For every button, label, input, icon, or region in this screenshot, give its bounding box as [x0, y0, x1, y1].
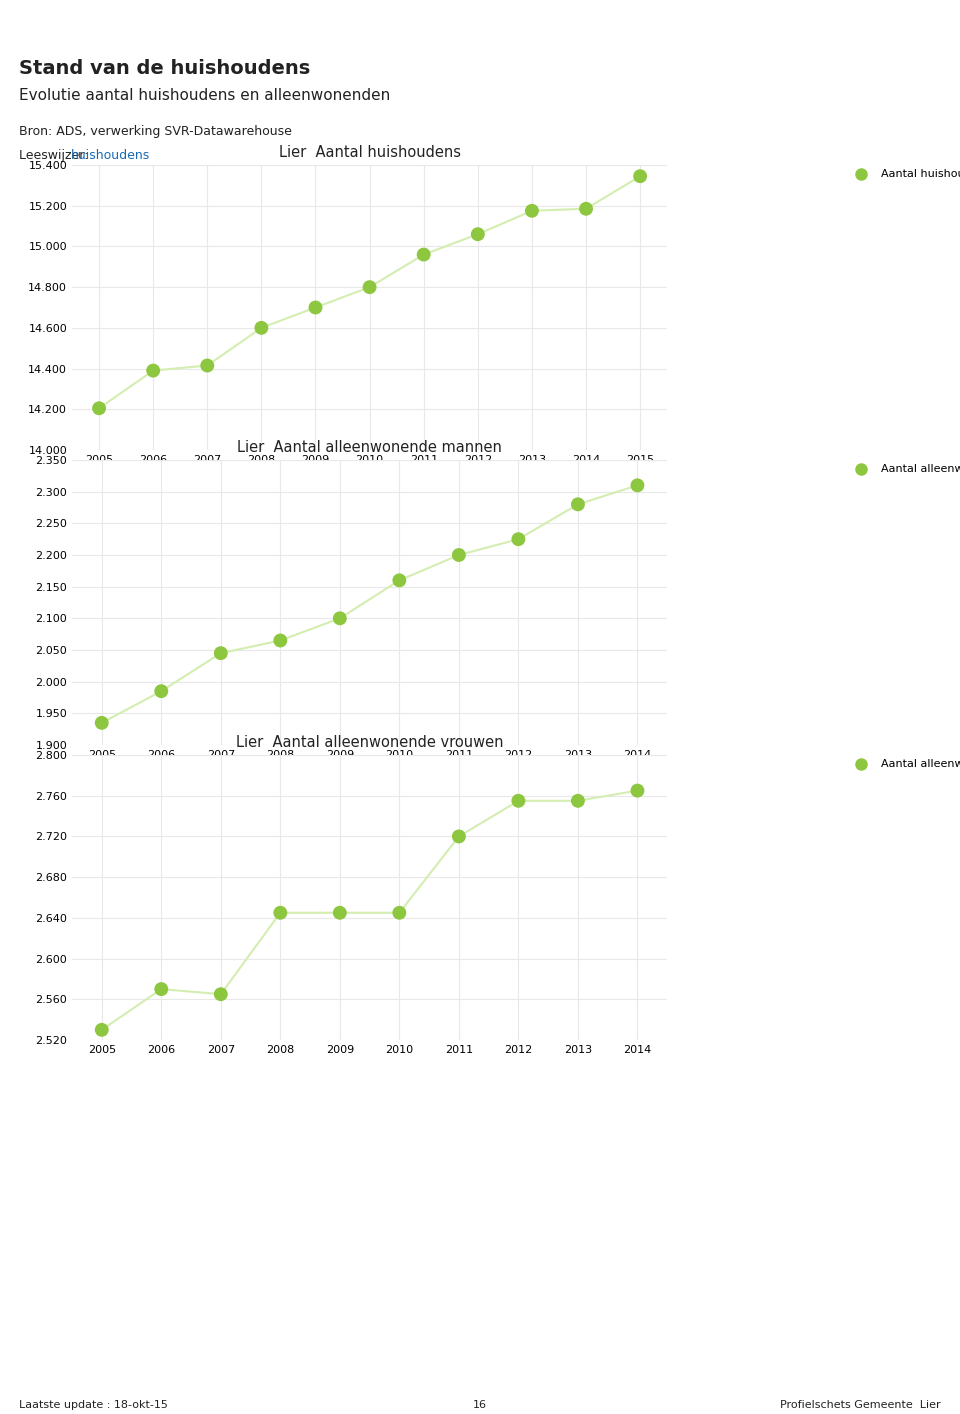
Point: [94, 1018, 109, 1041]
Title: Lier  Aantal huishoudens: Lier Aantal huishoudens: [278, 144, 461, 160]
Point: [451, 826, 467, 848]
Point: [630, 779, 645, 802]
Point: [633, 165, 648, 188]
Point: [200, 354, 215, 376]
Point: [273, 629, 288, 652]
Point: [332, 902, 348, 925]
Text: Laatste update : 18-okt-15: Laatste update : 18-okt-15: [19, 1400, 168, 1410]
Point: [416, 243, 431, 266]
Point: [362, 276, 377, 298]
Text: Bron: ADS, verwerking SVR-Datawarehouse: Bron: ADS, verwerking SVR-Datawarehouse: [19, 124, 292, 137]
Point: [511, 527, 526, 550]
Legend: Aantal alleenwonende mannen: Aantal alleenwonende mannen: [846, 460, 960, 479]
Point: [570, 789, 586, 812]
Text: Leeswijzer:: Leeswijzer:: [19, 148, 92, 163]
Point: [213, 983, 228, 1005]
Text: Stand van de huishoudens: Stand van de huishoudens: [19, 59, 310, 78]
Point: [470, 223, 486, 246]
Text: huishoudens: huishoudens: [71, 148, 151, 163]
Point: [630, 474, 645, 496]
Point: [511, 789, 526, 812]
Point: [308, 296, 324, 318]
Point: [273, 902, 288, 925]
Point: [146, 359, 161, 382]
Title: Lier  Aantal alleenwonende mannen: Lier Aantal alleenwonende mannen: [237, 440, 502, 455]
Legend: Aantal alleenwonende vrouwen: Aantal alleenwonende vrouwen: [846, 755, 960, 773]
Point: [154, 680, 169, 703]
Point: [94, 711, 109, 734]
Text: 16: 16: [473, 1400, 487, 1410]
Text: Profielschets Gemeente  Lier: Profielschets Gemeente Lier: [780, 1400, 941, 1410]
Point: [451, 544, 467, 567]
Text: Evolutie aantal huishoudens en alleenwonenden: Evolutie aantal huishoudens en alleenwon…: [19, 89, 391, 103]
Point: [91, 397, 107, 420]
Text: A. Demografische kenmerken van de bevolking: A. Demografische kenmerken van de bevolk…: [165, 13, 795, 37]
Point: [253, 317, 269, 339]
Point: [213, 642, 228, 665]
Point: [332, 607, 348, 629]
Point: [578, 198, 593, 221]
Point: [154, 978, 169, 1001]
Point: [392, 902, 407, 925]
Legend: Aantal huishoudens: Aantal huishoudens: [846, 165, 960, 184]
Point: [570, 493, 586, 516]
Title: Lier  Aantal alleenwonende vrouwen: Lier Aantal alleenwonende vrouwen: [236, 735, 503, 749]
Point: [524, 199, 540, 222]
Point: [392, 568, 407, 591]
